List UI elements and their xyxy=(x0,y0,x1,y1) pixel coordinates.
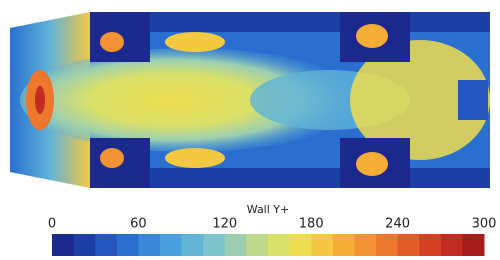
tick-label: 120 xyxy=(212,217,237,232)
colorbar-label: Wall Y+ xyxy=(247,203,289,216)
color-band xyxy=(268,234,291,256)
color-band xyxy=(116,234,139,256)
tick-label: 60 xyxy=(130,217,147,232)
tick-label: 240 xyxy=(385,217,410,232)
color-band xyxy=(311,234,334,256)
color-band xyxy=(181,234,204,256)
color-band xyxy=(138,234,161,256)
core-flow xyxy=(20,48,360,152)
color-band xyxy=(332,234,355,256)
hotspot xyxy=(165,32,225,52)
color-band xyxy=(440,234,463,256)
tick-label: 180 xyxy=(299,217,324,232)
tick-label: 0 xyxy=(48,217,56,232)
hotspot xyxy=(165,148,225,168)
color-band xyxy=(73,234,96,256)
color-band xyxy=(354,234,377,256)
color-band xyxy=(289,234,312,256)
outlet-plug xyxy=(458,80,488,120)
hotspot xyxy=(100,32,124,52)
tick-label: 300 xyxy=(472,217,497,232)
color-band xyxy=(376,234,399,256)
color-band xyxy=(462,234,485,256)
hotspot xyxy=(356,152,388,176)
color-band xyxy=(95,234,118,256)
outlet-flow xyxy=(350,40,490,160)
color-band xyxy=(203,234,226,256)
color-band xyxy=(160,234,183,256)
hotspot xyxy=(356,24,388,48)
field xyxy=(10,12,490,188)
color-band xyxy=(419,234,442,256)
color-band xyxy=(224,234,247,256)
color-band xyxy=(246,234,269,256)
color-band xyxy=(52,234,75,256)
color-band xyxy=(397,234,420,256)
hotspot xyxy=(100,148,124,168)
stagnation-core xyxy=(35,86,45,114)
